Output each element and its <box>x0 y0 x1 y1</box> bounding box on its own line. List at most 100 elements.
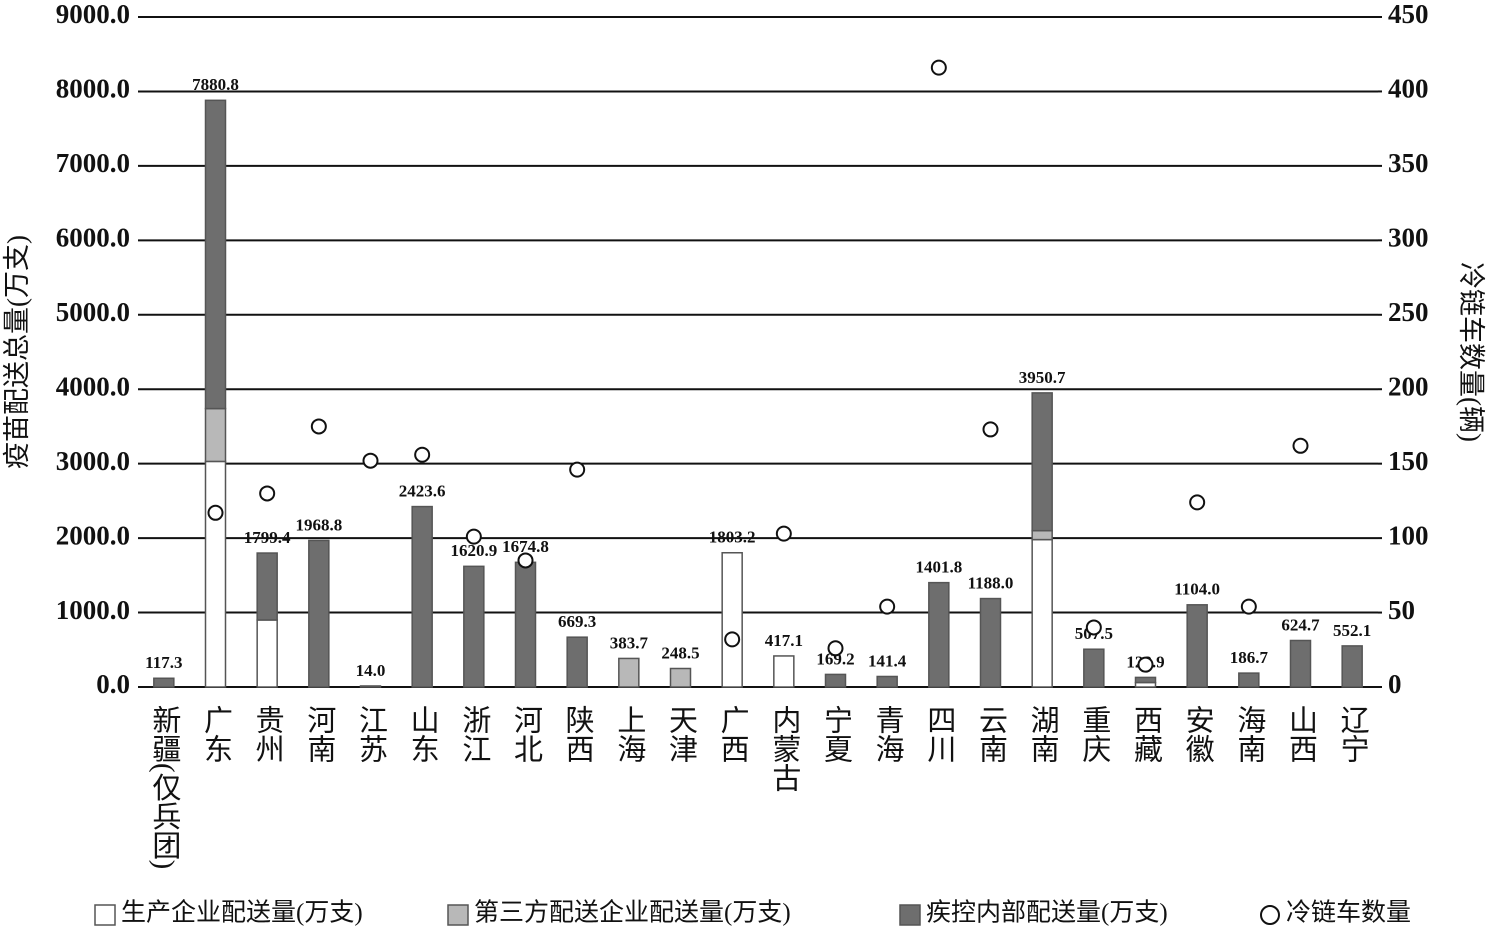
y2-tick-label: 300 <box>1388 223 1429 253</box>
x-tick-label: 西藏 <box>1130 705 1164 763</box>
legend-label: 生产企业配送量(万支) <box>121 899 363 927</box>
x-tick-label: 山西 <box>1285 705 1318 763</box>
bar-segment <box>204 99 227 410</box>
cold-chain-point <box>1085 619 1102 636</box>
bar-segment <box>824 673 847 688</box>
total-label: 383.7 <box>610 633 649 652</box>
y2-tick-label: 250 <box>1388 297 1429 327</box>
cold-chain-point <box>207 504 224 521</box>
cold-chain-point <box>465 528 482 545</box>
total-label: 1799.4 <box>244 528 291 547</box>
total-label: 2423.6 <box>399 481 446 500</box>
y-tick-label: 3000.0 <box>56 446 130 476</box>
x-tick-label: 陕西 <box>561 705 594 763</box>
y2-tick-label: 400 <box>1388 74 1429 104</box>
cold-chain-point <box>362 452 379 469</box>
bar-segment <box>463 565 485 688</box>
x-tick-label: 青海 <box>871 705 904 763</box>
bar-segment <box>876 675 898 688</box>
total-label: 1188.0 <box>968 573 1014 592</box>
x-tick-label: 上海 <box>613 705 646 763</box>
x-tick-label: 四川 <box>923 705 957 763</box>
legend-symbol <box>447 904 469 926</box>
y-tick-label: 1000.0 <box>56 595 130 625</box>
legend-symbol <box>94 904 116 926</box>
total-label: 417.1 <box>765 631 803 650</box>
bar-segment <box>1238 672 1260 688</box>
bar-segment <box>721 552 743 688</box>
x-tick-label: 贵州 <box>251 705 285 763</box>
cold-chain-point <box>569 461 586 478</box>
cold-chain-point <box>517 552 534 569</box>
y-tick-label: 2000.0 <box>56 520 130 550</box>
y2-tick-label: 150 <box>1388 446 1429 476</box>
bar-segment <box>308 539 330 688</box>
cold-chain-point <box>1292 437 1309 454</box>
x-tick-label: 江苏 <box>355 705 388 763</box>
total-label: 117.3 <box>145 653 182 672</box>
total-label: 14.0 <box>356 661 386 680</box>
y2-tick-label: 200 <box>1388 371 1429 401</box>
legend-label: 疾控内部配送量(万支) <box>926 899 1168 927</box>
total-label: 1104.0 <box>1174 580 1220 599</box>
x-tick-label: 宁夏 <box>820 705 853 763</box>
total-label: 7880.8 <box>192 75 239 94</box>
total-label: 141.4 <box>868 651 907 670</box>
x-tick-label: 湖南 <box>1026 705 1059 763</box>
bar-segment <box>256 552 278 621</box>
cold-chain-point <box>827 640 844 657</box>
bar-segment <box>1031 538 1053 688</box>
cold-chain-point <box>1137 656 1154 673</box>
bar-segment <box>153 677 175 688</box>
bar-segment <box>1031 392 1053 532</box>
y2-tick-label: 450 <box>1388 0 1429 29</box>
bar-segment <box>204 407 227 463</box>
bar-segment <box>773 655 795 688</box>
cold-chain-point <box>414 446 431 463</box>
y-tick-label: 8000.0 <box>56 74 130 104</box>
total-label: 552.1 <box>1333 621 1371 640</box>
y-tick-label: 5000.0 <box>56 297 130 327</box>
total-label: 3950.7 <box>1019 368 1066 387</box>
cold-chain-point <box>982 421 999 438</box>
legend-symbol <box>1260 905 1280 925</box>
y2-tick-label: 50 <box>1388 595 1415 625</box>
bar-segment <box>669 667 692 688</box>
legend-label: 冷链车数量 <box>1286 899 1411 927</box>
x-tick-label: 海南 <box>1233 705 1266 763</box>
bar-segment <box>979 597 1002 688</box>
cold-chain-point <box>310 418 327 435</box>
y2-tick-label: 0 <box>1388 669 1402 699</box>
x-tick-label: 河北 <box>510 705 544 763</box>
x-tick-label: 广东 <box>200 705 233 763</box>
bar-segment <box>618 657 640 688</box>
total-label: 169.2 <box>816 649 854 668</box>
y-axis-title: 疫苗配送总量(万支) <box>2 235 32 469</box>
bar-segment <box>1186 604 1208 688</box>
total-label: 186.7 <box>1230 648 1269 667</box>
total-label: 1620.9 <box>450 541 497 560</box>
total-label: 1803.2 <box>709 528 756 547</box>
x-tick-label: 山东 <box>406 705 438 763</box>
bar-segment <box>1083 648 1105 688</box>
bar-segment <box>1031 529 1053 541</box>
bar-segment <box>514 561 537 688</box>
bar-segment <box>411 505 433 688</box>
bar-segment <box>256 619 278 688</box>
y2-axis-title: 冷链车数量(辆) <box>1456 262 1486 442</box>
cold-chain-point <box>879 598 896 615</box>
y-tick-label: 7000.0 <box>56 148 130 178</box>
total-label: 669.3 <box>558 612 596 631</box>
y2-tick-label: 100 <box>1388 520 1429 550</box>
cold-chain-point <box>1189 494 1206 511</box>
total-label: 1968.8 <box>295 515 342 534</box>
total-label: 1674.8 <box>502 537 549 556</box>
y-tick-label: 4000.0 <box>56 371 130 401</box>
legend-symbol <box>899 904 921 926</box>
bar-segment <box>1289 639 1312 688</box>
cold-chain-point <box>724 631 741 648</box>
y-tick-label: 9000.0 <box>56 0 130 29</box>
cold-chain-point <box>259 485 276 502</box>
total-label: 1401.8 <box>915 558 962 577</box>
